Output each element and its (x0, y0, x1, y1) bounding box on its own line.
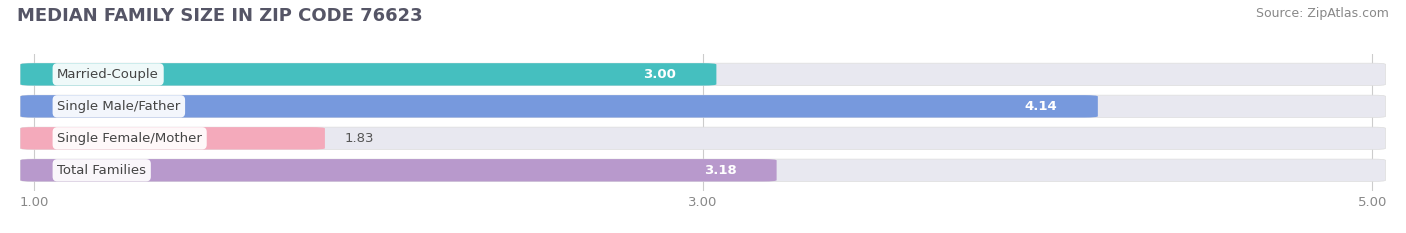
FancyBboxPatch shape (21, 127, 1385, 150)
Text: 3.00: 3.00 (644, 68, 676, 81)
Text: 3.18: 3.18 (704, 164, 737, 177)
Text: MEDIAN FAMILY SIZE IN ZIP CODE 76623: MEDIAN FAMILY SIZE IN ZIP CODE 76623 (17, 7, 422, 25)
Text: Married-Couple: Married-Couple (58, 68, 159, 81)
FancyBboxPatch shape (21, 63, 717, 86)
FancyBboxPatch shape (21, 95, 1385, 117)
Text: 4.14: 4.14 (1025, 100, 1057, 113)
Text: Single Male/Father: Single Male/Father (58, 100, 180, 113)
Text: Single Female/Mother: Single Female/Mother (58, 132, 202, 145)
FancyBboxPatch shape (21, 159, 776, 182)
Text: 1.83: 1.83 (344, 132, 374, 145)
FancyBboxPatch shape (21, 159, 1385, 182)
FancyBboxPatch shape (21, 95, 1098, 117)
FancyBboxPatch shape (21, 127, 325, 150)
Text: Total Families: Total Families (58, 164, 146, 177)
FancyBboxPatch shape (21, 63, 1385, 86)
Text: Source: ZipAtlas.com: Source: ZipAtlas.com (1256, 7, 1389, 20)
